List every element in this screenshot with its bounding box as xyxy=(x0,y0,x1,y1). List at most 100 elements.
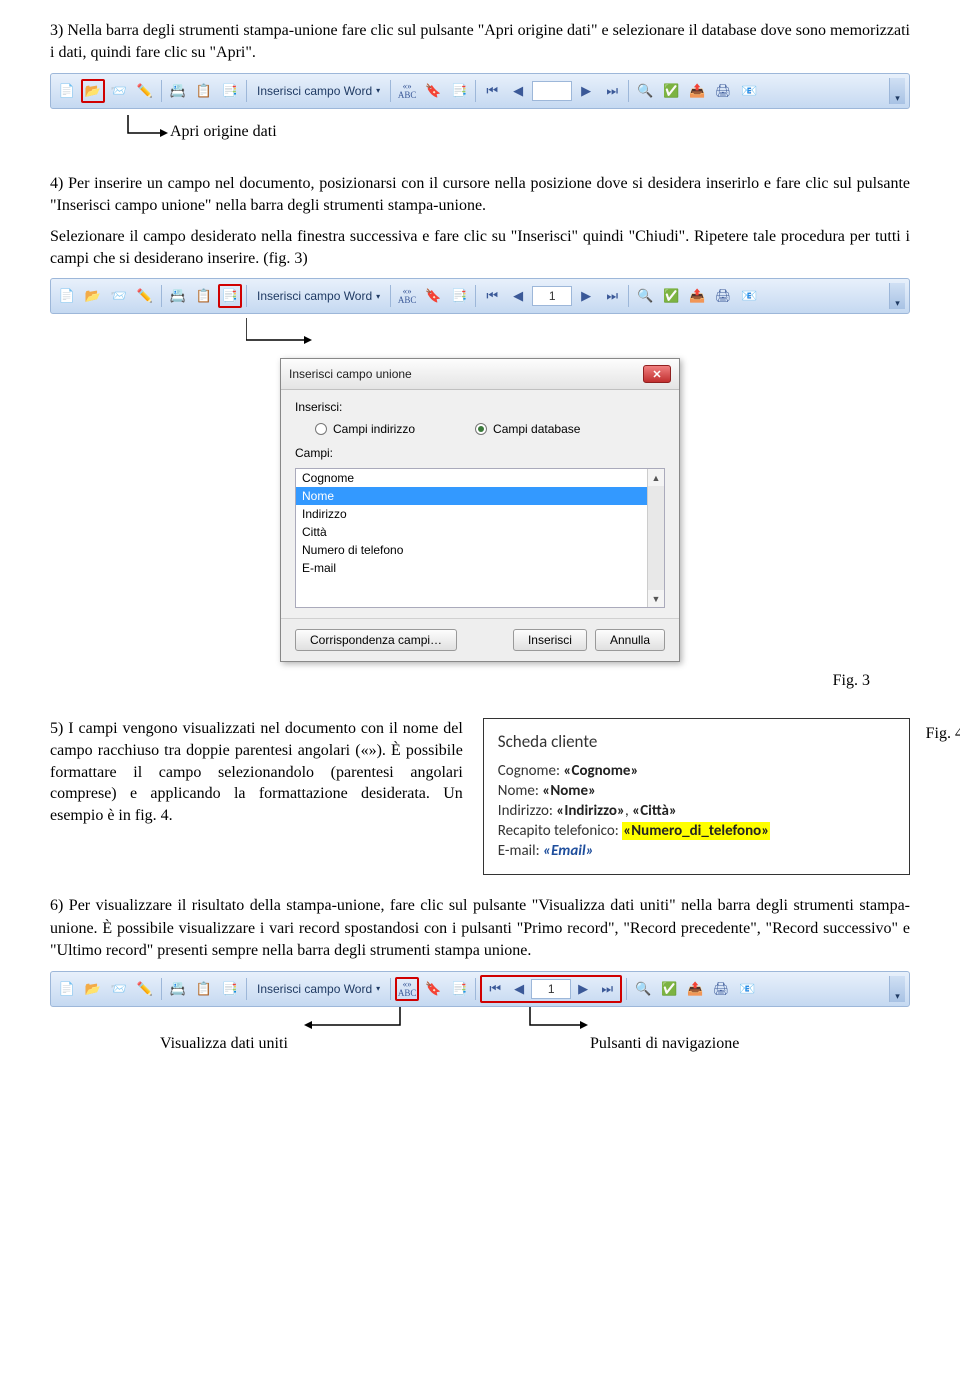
toolbar-icon[interactable]: 📇 xyxy=(166,284,190,308)
view-merged-data-button[interactable]: «»ABC xyxy=(395,977,419,1001)
fig4-label: Fig. 4 xyxy=(926,725,960,743)
list-item[interactable]: Nome xyxy=(296,487,664,505)
scheda-line-telefono: Recapito telefonico: «Numero_di_telefono… xyxy=(498,822,895,840)
toolbar-overflow[interactable]: ▾ xyxy=(889,283,905,309)
bottom-callouts: Visualizza dati uniti Pulsanti di naviga… xyxy=(50,1009,910,1059)
next-record-icon[interactable]: ▶ xyxy=(571,977,595,1001)
toolbar-icon[interactable]: 🖨 xyxy=(711,284,735,308)
toolbar-icon[interactable]: 📄 xyxy=(55,284,79,308)
toolbar-icon[interactable]: 📑 xyxy=(447,977,471,1001)
connector-toolbar-to-dialog xyxy=(50,318,910,358)
scheda-line-indirizzo: Indirizzo: «Indirizzo», «Città» xyxy=(498,802,895,820)
toolbar-icon[interactable]: 📄 xyxy=(55,977,79,1001)
insert-button[interactable]: Inserisci xyxy=(513,629,587,651)
separator xyxy=(390,285,391,307)
toolbar-overflow[interactable]: ▾ xyxy=(889,78,905,104)
toolbar-icon[interactable]: 🔍 xyxy=(631,977,655,1001)
list-item[interactable]: Indirizzo xyxy=(296,505,664,523)
toolbar-icon[interactable]: 📧 xyxy=(735,977,759,1001)
toolbar-icon[interactable]: 📂 xyxy=(81,977,105,1001)
toolbar-icon[interactable]: 📨 xyxy=(107,284,131,308)
view-merged-data-button[interactable]: «»ABC xyxy=(395,79,419,103)
insert-merge-field-button[interactable]: 📑 xyxy=(218,284,242,308)
toolbar-icon[interactable]: 📇 xyxy=(166,977,190,1001)
toolbar-icon[interactable]: 🔖 xyxy=(421,79,445,103)
scroll-up-icon[interactable]: ▲ xyxy=(648,469,664,486)
toolbar-icon[interactable]: 📨 xyxy=(107,977,131,1001)
list-item[interactable]: Cognome xyxy=(296,469,664,487)
radio-dot xyxy=(315,423,327,435)
toolbar-overflow[interactable]: ▾ xyxy=(889,976,905,1002)
toolbar-icon[interactable]: 🔖 xyxy=(421,284,445,308)
next-record-icon[interactable]: ▶ xyxy=(574,284,598,308)
prev-record-icon[interactable]: ◀ xyxy=(507,977,531,1001)
toolbar-icon[interactable]: 📑 xyxy=(447,79,471,103)
separator xyxy=(628,80,629,102)
para-3: 3) Nella barra degli strumenti stampa-un… xyxy=(50,20,910,65)
record-number-input[interactable] xyxy=(532,81,572,101)
toolbar-icon[interactable]: 📄 xyxy=(55,79,79,103)
fields-listbox[interactable]: Cognome Nome Indirizzo Città Numero di t… xyxy=(295,468,665,608)
toolbar-icon[interactable]: ✅ xyxy=(657,977,681,1001)
prev-record-icon[interactable]: ◀ xyxy=(506,284,530,308)
list-item[interactable]: Numero di telefono xyxy=(296,541,664,559)
record-number-input[interactable] xyxy=(532,286,572,306)
insert-word-dropdown[interactable]: Inserisci campo Word ▾ xyxy=(251,84,386,98)
last-record-icon[interactable]: ⏭ xyxy=(600,79,624,103)
last-record-icon[interactable]: ⏭ xyxy=(600,284,624,308)
para-6: 6) Per visualizzare il risultato della s… xyxy=(50,895,910,962)
list-item[interactable]: E-mail xyxy=(296,559,664,577)
toolbar-icon[interactable]: 📋 xyxy=(192,79,216,103)
radio-address-fields[interactable]: Campi indirizzo xyxy=(315,422,415,436)
view-merged-data-button[interactable]: «»ABC xyxy=(395,284,419,308)
toolbar-icon[interactable]: ✅ xyxy=(659,79,683,103)
last-record-icon[interactable]: ⏭ xyxy=(595,977,619,1001)
scheda-line-cognome: Cognome: «Cognome» xyxy=(498,762,895,780)
toolbar-icon[interactable]: 📧 xyxy=(737,79,761,103)
toolbar-icon[interactable]: 🖨 xyxy=(711,79,735,103)
match-fields-button[interactable]: Corrispondenza campi… xyxy=(295,629,457,651)
toolbar-icon[interactable]: ✏️ xyxy=(133,79,157,103)
chevron-down-icon: ▾ xyxy=(376,86,380,95)
first-record-icon[interactable]: ⏮ xyxy=(480,79,504,103)
toolbar-icon[interactable]: 🖨 xyxy=(709,977,733,1001)
toolbar-icon[interactable]: 📋 xyxy=(192,284,216,308)
toolbar-icon[interactable]: ✏️ xyxy=(133,284,157,308)
first-record-icon[interactable]: ⏮ xyxy=(480,284,504,308)
toolbar-icon[interactable]: 📤 xyxy=(683,977,707,1001)
list-item[interactable]: Città xyxy=(296,523,664,541)
toolbar-icon[interactable]: 🔍 xyxy=(633,284,657,308)
toolbar-icon[interactable]: 📤 xyxy=(685,79,709,103)
toolbar-icon[interactable]: 📨 xyxy=(107,79,131,103)
cancel-button[interactable]: Annulla xyxy=(595,629,665,651)
toolbar-icon[interactable]: ✅ xyxy=(659,284,683,308)
separator xyxy=(161,978,162,1000)
toolbar-icon[interactable]: 📧 xyxy=(737,284,761,308)
prev-record-icon[interactable]: ◀ xyxy=(506,79,530,103)
toolbar-icon[interactable]: 📑 xyxy=(218,79,242,103)
toolbar-icon[interactable]: 📤 xyxy=(685,284,709,308)
close-icon[interactable]: ✕ xyxy=(643,365,671,383)
toolbar-icon[interactable]: 📑 xyxy=(447,284,471,308)
record-number-input[interactable] xyxy=(531,979,571,999)
first-record-icon[interactable]: ⏮ xyxy=(483,977,507,1001)
radio-address-label: Campi indirizzo xyxy=(333,422,415,436)
scrollbar[interactable]: ▲ ▼ xyxy=(647,469,664,607)
scroll-down-icon[interactable]: ▼ xyxy=(648,590,664,607)
separator xyxy=(161,285,162,307)
toolbar-1: 📄 📂 📨 ✏️ 📇 📋 📑 Inserisci campo Word ▾ «»… xyxy=(50,73,910,109)
radio-database-label: Campi database xyxy=(493,422,580,436)
next-record-icon[interactable]: ▶ xyxy=(574,79,598,103)
toolbar-icon[interactable]: 🔖 xyxy=(421,977,445,1001)
insert-word-dropdown[interactable]: Inserisci campo Word ▾ xyxy=(251,982,386,996)
toolbar-icon[interactable]: ✏️ xyxy=(133,977,157,1001)
toolbar-icon[interactable]: 📂 xyxy=(81,284,105,308)
radio-database-fields[interactable]: Campi database xyxy=(475,422,580,436)
toolbar-icon[interactable]: 📑 xyxy=(218,977,242,1001)
insert-word-dropdown[interactable]: Inserisci campo Word ▾ xyxy=(251,289,386,303)
insert-word-label: Inserisci campo Word xyxy=(257,982,372,996)
toolbar-icon[interactable]: 📇 xyxy=(166,79,190,103)
toolbar-icon[interactable]: 📋 xyxy=(192,977,216,1001)
toolbar-icon[interactable]: 🔍 xyxy=(633,79,657,103)
open-data-source-button[interactable]: 📂 xyxy=(81,79,105,103)
